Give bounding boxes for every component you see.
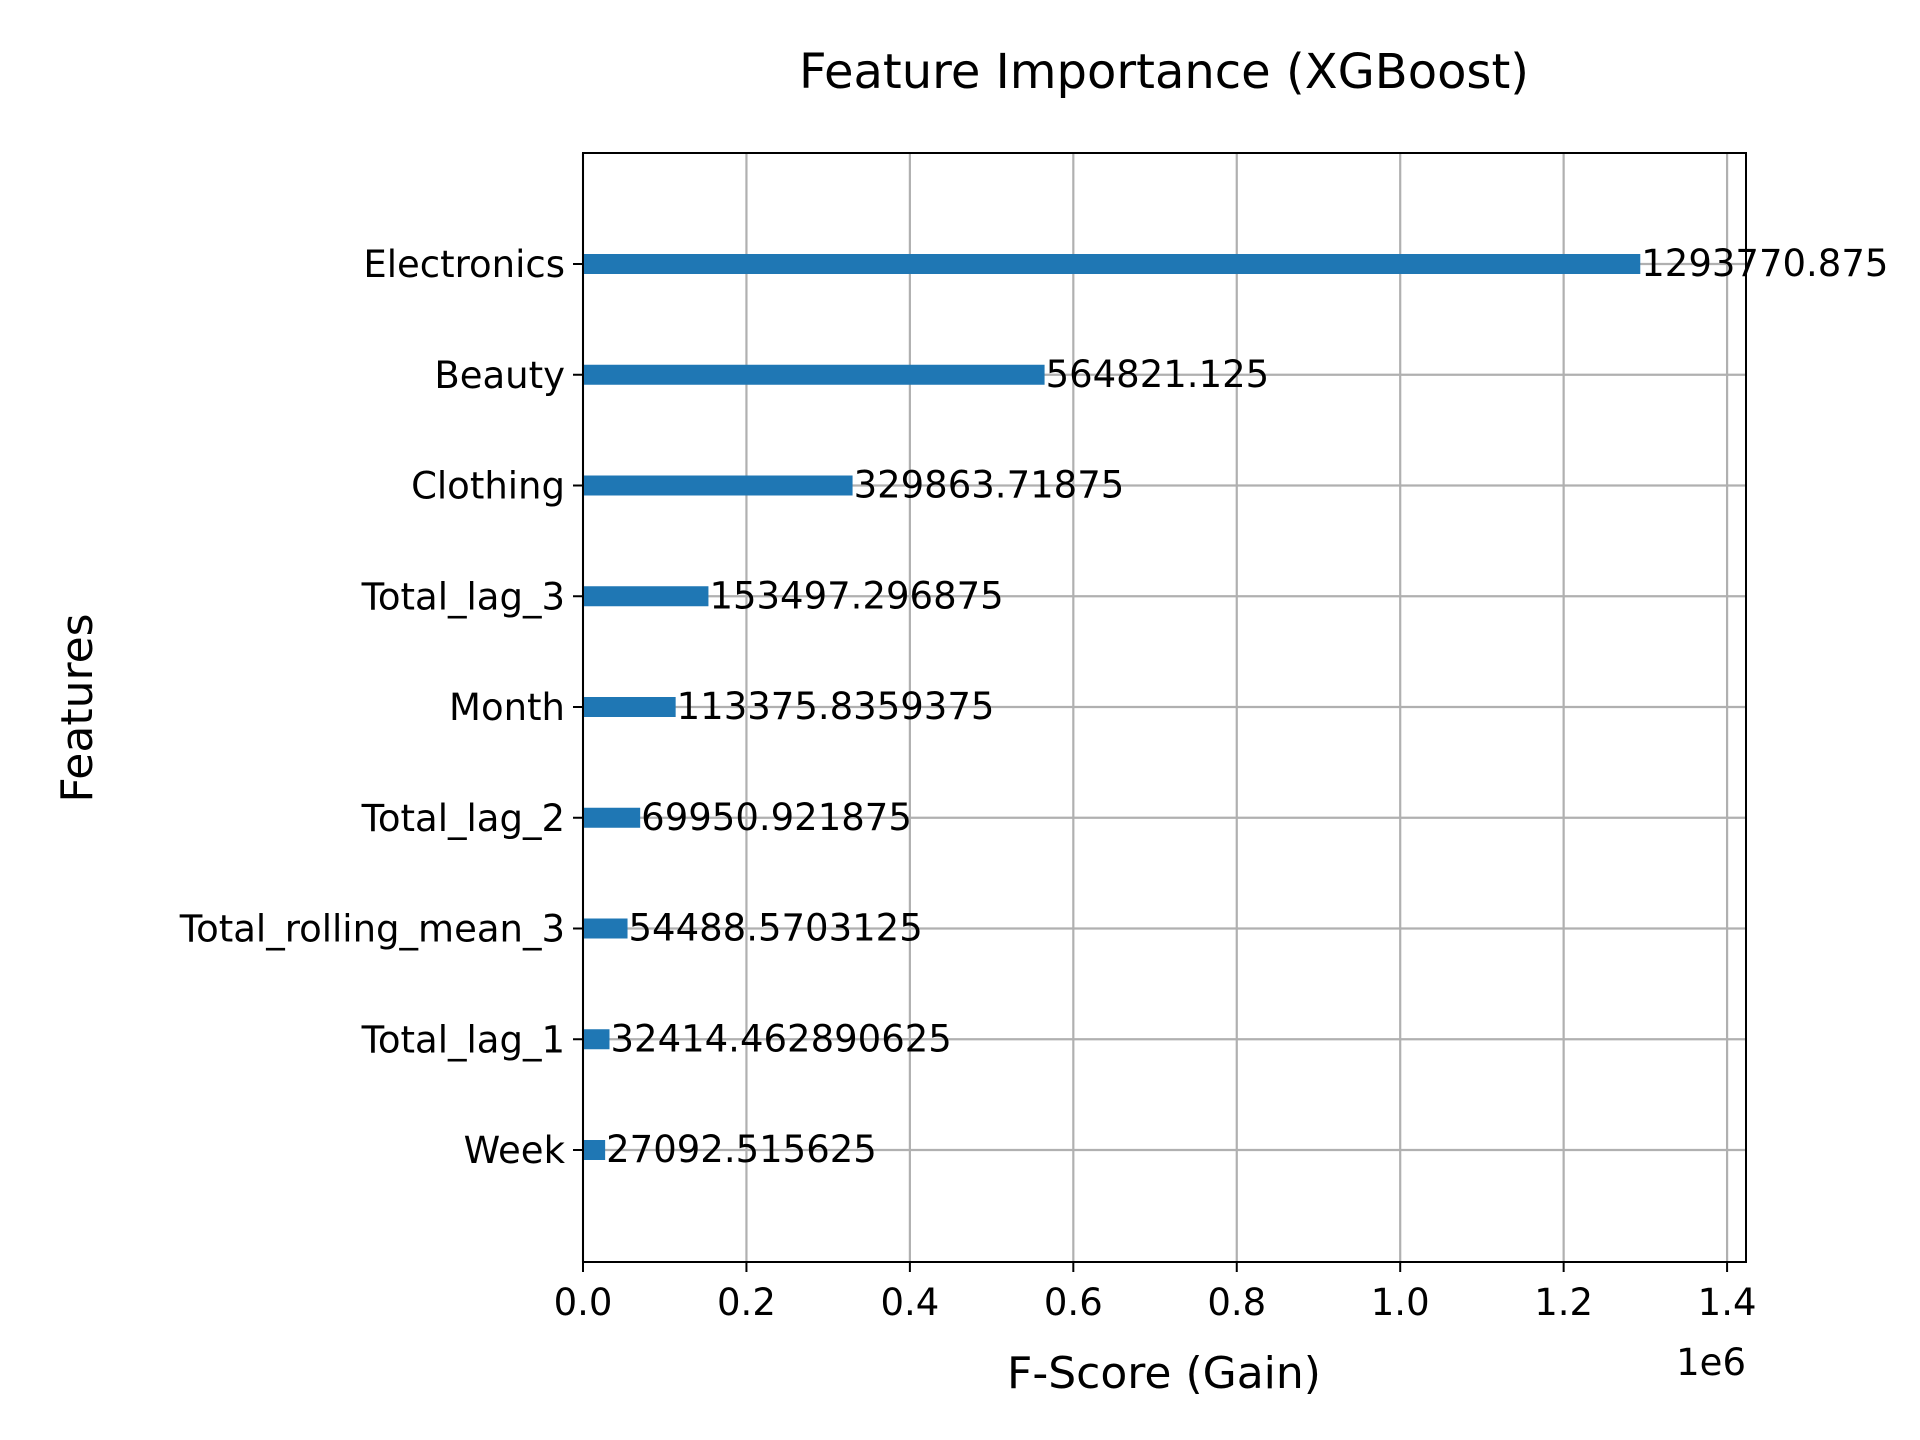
y-tick-label: Total_rolling_mean_3 [179,908,565,951]
bar-value-label: 564821.125 [1046,353,1270,396]
bar-value-label: 329863.71875 [854,464,1125,507]
x-tick-label: 1.4 [1698,1281,1757,1324]
y-tick-label: Total_lag_1 [361,1018,565,1061]
y-tick-label: Month [449,686,565,729]
bar-value-label: 153497.296875 [709,574,1003,617]
label-layer: 0.0 0.2 0.4 0.6 0.8 1.0 1.2 1.4 Electronics 12937… [179,242,1889,1324]
x-tick-label: 1.2 [1534,1281,1593,1324]
bar-layer [583,254,1641,1160]
x-axis-label: F-Score (Gain) [1007,1348,1321,1399]
bar [583,807,641,828]
bar-value-label: 32414.462890625 [610,1017,951,1060]
x-axis-offset-label: 1e6 [1676,1341,1746,1384]
bar [583,475,853,496]
y-axis-label: Features [52,613,103,802]
y-tick-label: Total_lag_3 [361,575,565,618]
y-tick-label: Beauty [434,354,565,397]
bar-value-label: 27092.515625 [606,1128,877,1171]
bar [583,1029,610,1050]
bar-value-label: 1293770.875 [1641,242,1888,285]
bar [583,1140,606,1160]
x-tick-label: 0.6 [1044,1281,1103,1324]
bar [583,364,1045,385]
bar [583,918,628,939]
bar [583,697,676,717]
x-tick-label: 0.2 [717,1281,776,1324]
x-tick-label: 0.4 [880,1281,939,1324]
bar-value-label: 113375.8359375 [677,685,995,728]
x-tick-label: 1.0 [1371,1281,1430,1324]
bar [583,254,1641,274]
bar [583,586,709,607]
chart-title: Feature Importance (XGBoost) [799,44,1529,100]
bar-value-label: 69950.921875 [641,796,912,839]
x-tick-label: 0.0 [554,1281,613,1324]
x-tick-label: 0.8 [1207,1281,1266,1324]
y-tick-label: Total_lag_2 [361,797,565,840]
tick-layer [573,263,1729,1272]
bar-value-label: 54488.5703125 [629,907,923,950]
y-tick-label: Clothing [411,465,565,508]
plot-frame [582,152,1747,1263]
y-tick-label: Week [464,1129,566,1172]
y-tick-label: Electronics [363,243,565,286]
